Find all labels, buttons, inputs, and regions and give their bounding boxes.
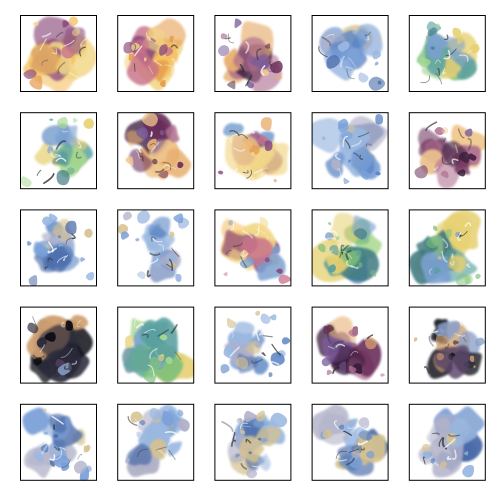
sample-frame (117, 209, 195, 287)
sample-texture (221, 410, 288, 479)
sample-tile (20, 403, 97, 481)
sample-texture (311, 404, 389, 477)
sample-frame (408, 15, 486, 92)
sample-tile (408, 403, 486, 481)
sample-texture (217, 117, 289, 183)
sample-frame (20, 306, 97, 384)
sample-tile (311, 403, 389, 481)
sample-tile (408, 15, 486, 92)
sample-tile (311, 15, 389, 92)
sample-frame (408, 403, 486, 481)
sample-frame (311, 112, 389, 190)
sample-texture (318, 23, 386, 91)
sample-tile (20, 306, 97, 384)
sample-texture (311, 212, 382, 284)
sample-frame (214, 112, 292, 190)
sample-texture (117, 210, 190, 283)
sample-texture (414, 121, 486, 189)
sample-tile (117, 306, 195, 384)
sample-texture (220, 216, 292, 284)
sample-frame (408, 112, 486, 190)
sample-tile (20, 15, 97, 92)
sample-tile (214, 306, 292, 384)
sample-frame (214, 403, 292, 481)
sample-frame (20, 15, 97, 92)
sample-frame (20, 209, 97, 287)
sample-texture (408, 209, 481, 287)
sample-frame (117, 15, 195, 92)
sample-frame (20, 403, 97, 481)
sample-tile (117, 15, 195, 92)
sample-tile (408, 112, 486, 190)
sample-frame (408, 306, 486, 384)
sample-frame (311, 403, 389, 481)
sample-tile (117, 403, 195, 481)
sample-frame (214, 15, 292, 92)
sample-texture (316, 316, 385, 381)
sample-frame (117, 306, 195, 384)
sample-tile (214, 403, 292, 481)
sample-frame (214, 209, 292, 287)
sample-tile (408, 209, 486, 287)
sample-tile (20, 209, 97, 287)
sample-texture (418, 406, 485, 478)
sample-tile (311, 306, 389, 384)
sample-frame (311, 306, 389, 384)
sample-frame (117, 403, 195, 481)
sample-texture (20, 117, 94, 188)
sample-texture (22, 407, 92, 481)
sample-tile (214, 112, 292, 190)
sample-texture (311, 114, 388, 185)
sample-texture (218, 18, 283, 92)
sample-tile (214, 15, 292, 92)
sample-tile (408, 306, 486, 384)
sample-texture (416, 21, 480, 85)
sample-frame (408, 209, 486, 287)
sample-texture (124, 112, 192, 180)
sample-tile (117, 112, 195, 190)
sample-texture (26, 314, 93, 384)
sample-tile (20, 112, 97, 190)
sample-tile (311, 209, 389, 287)
sample-texture (23, 16, 97, 92)
sample-frame (214, 306, 292, 384)
sample-frame (311, 15, 389, 92)
sample-frame (117, 112, 195, 190)
sample-texture (220, 310, 291, 378)
sample-texture (413, 318, 485, 379)
sample-texture (123, 18, 186, 91)
sample-frame (20, 112, 97, 190)
sample-tile (117, 209, 195, 287)
sample-texture (27, 213, 95, 287)
sample-tile (311, 112, 389, 190)
sample-texture (125, 404, 190, 478)
sample-texture (122, 317, 195, 384)
sample-frame (311, 209, 389, 287)
sample-tile (214, 209, 292, 287)
